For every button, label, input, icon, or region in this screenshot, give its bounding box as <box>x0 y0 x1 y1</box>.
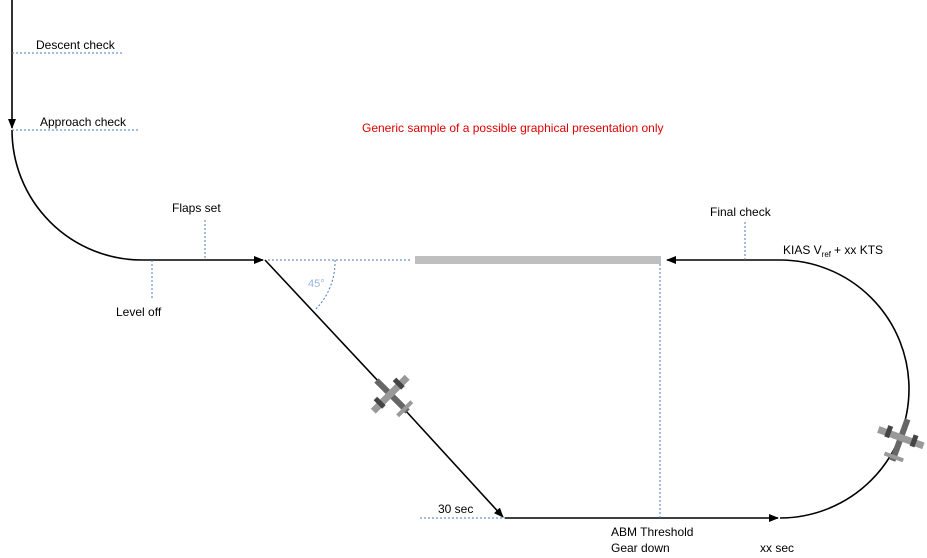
speed-label: KIAS Vref + xx KTS <box>783 243 883 259</box>
notice: Generic sample of a possible graphical p… <box>362 121 664 135</box>
final-turn <box>666 256 910 519</box>
label: xx sec <box>760 541 794 555</box>
outbound-path-2 <box>404 409 504 518</box>
turn-path <box>11 129 264 264</box>
aircraft <box>359 363 425 429</box>
label: Level off <box>116 305 162 319</box>
aircraft <box>869 411 927 469</box>
label: Approach check <box>40 115 127 129</box>
label: Final check <box>710 205 772 219</box>
label: ABM Threshold <box>611 525 693 539</box>
label: Flaps set <box>172 201 221 215</box>
label: 30 sec <box>438 502 473 516</box>
outbound-path <box>264 259 381 384</box>
label: Gear down <box>611 541 670 555</box>
angle-label: 45° <box>308 278 325 290</box>
label: Descent check <box>36 38 116 52</box>
angle-arc <box>314 259 336 311</box>
runway <box>415 256 661 264</box>
